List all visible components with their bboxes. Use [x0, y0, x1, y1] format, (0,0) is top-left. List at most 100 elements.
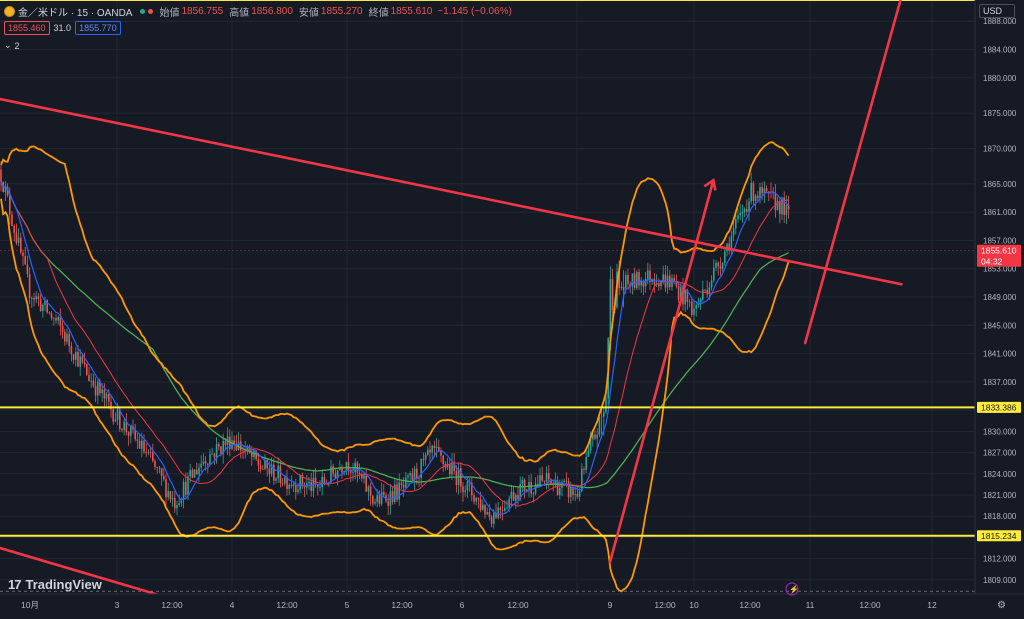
candle-body	[541, 475, 543, 481]
candle-body	[55, 318, 57, 321]
candle-body	[4, 186, 7, 193]
candle-body	[66, 333, 68, 342]
candle-body	[266, 459, 268, 469]
candle-body	[721, 262, 724, 269]
candle-body	[565, 480, 568, 482]
candle-body	[783, 197, 785, 216]
candle-body	[739, 213, 741, 216]
candle-body	[653, 279, 656, 285]
candle-body	[677, 285, 680, 300]
candle-body	[567, 481, 570, 498]
candle-body	[347, 462, 350, 471]
candle-body	[512, 491, 515, 501]
close-label: 終値	[368, 7, 389, 19]
candle-body	[369, 486, 372, 496]
candle-body	[554, 480, 557, 484]
candle-body	[490, 516, 493, 524]
time-tick-label: 12:00	[507, 600, 529, 610]
close-value: 1855.610	[390, 5, 433, 17]
time-tick-label: 12:00	[276, 600, 298, 610]
candle-body	[191, 469, 194, 478]
buy-price-button[interactable]: 1855.770	[75, 21, 121, 35]
candle-body	[204, 461, 207, 464]
candle-body	[224, 441, 227, 446]
candle-body	[748, 201, 750, 212]
candle-body	[497, 507, 499, 518]
time-tick-label: 4	[230, 600, 235, 610]
price-tick-label: 1827.000	[983, 449, 1017, 458]
candle-body	[759, 187, 761, 199]
candle-body	[319, 486, 321, 488]
price-tick-label: 1845.000	[983, 321, 1017, 330]
candle-body	[658, 283, 660, 287]
candle-body	[42, 304, 44, 312]
candle-body	[585, 456, 587, 470]
time-tick-label: 10月	[21, 600, 39, 610]
candle-body	[576, 493, 579, 497]
candle-body	[761, 187, 763, 194]
candle-body	[22, 252, 24, 257]
candle-body	[72, 354, 75, 360]
moving-average-red	[0, 181, 789, 507]
time-tick-label: 12:00	[654, 600, 676, 610]
price-label: 1815.234	[981, 531, 1017, 541]
candle-body	[598, 417, 601, 435]
candle-body	[332, 466, 334, 474]
candle-body	[26, 264, 29, 274]
indicators-toggle[interactable]: ⌄ 2	[4, 40, 20, 51]
candle-body	[675, 282, 678, 286]
candle-body	[149, 452, 152, 454]
candle-body	[336, 470, 339, 479]
candle-body	[257, 459, 260, 466]
candle-body	[407, 475, 409, 478]
candle-body	[246, 446, 249, 451]
candle-body	[539, 475, 541, 487]
candle-body	[101, 389, 103, 394]
candle-body	[523, 479, 526, 491]
candle-body	[708, 287, 711, 295]
candle-body	[11, 214, 13, 226]
candle-body	[625, 274, 627, 290]
candle-body	[284, 477, 286, 484]
sell-price-button[interactable]: 1855.460	[4, 21, 50, 35]
candle-body	[158, 467, 161, 469]
price-tick-label: 1880.000	[983, 74, 1017, 83]
candle-body	[622, 286, 625, 290]
candle-body	[589, 439, 592, 451]
low-label: 安値	[298, 7, 319, 19]
candle-body	[493, 512, 495, 524]
candle-body	[37, 296, 40, 300]
candle-body	[189, 469, 191, 477]
candle-body	[706, 290, 708, 295]
candle-body	[462, 486, 464, 492]
candle-body	[411, 473, 414, 481]
candle-body	[572, 486, 574, 495]
candle-body	[163, 475, 165, 480]
candle-body	[420, 458, 422, 479]
candle-body	[391, 491, 394, 502]
candle-body	[83, 362, 86, 365]
candle-body	[743, 208, 746, 213]
candle-body	[273, 464, 275, 481]
candle-body	[488, 511, 491, 517]
candle-body	[213, 453, 216, 458]
candle-body	[578, 491, 581, 497]
candle-body	[600, 416, 603, 418]
candle-body	[321, 476, 323, 487]
candle-body	[323, 476, 326, 483]
price-tick-label: 1849.000	[983, 293, 1017, 302]
candle-body	[647, 270, 649, 279]
currency-button[interactable]: USD	[979, 4, 1015, 18]
candle-body	[398, 482, 400, 500]
price-tick-label: 1830.000	[983, 427, 1017, 436]
tradingview-logo[interactable]: 17 TradingView	[8, 577, 102, 592]
candle-body	[268, 468, 271, 475]
candle-body	[506, 507, 508, 509]
candle-body	[352, 472, 354, 474]
symbol-title[interactable]: 金／米ドル · 15 · OANDA	[18, 7, 133, 19]
candle-body	[387, 501, 389, 506]
candle-body	[422, 458, 425, 460]
low-value: 1855.270	[320, 5, 363, 17]
